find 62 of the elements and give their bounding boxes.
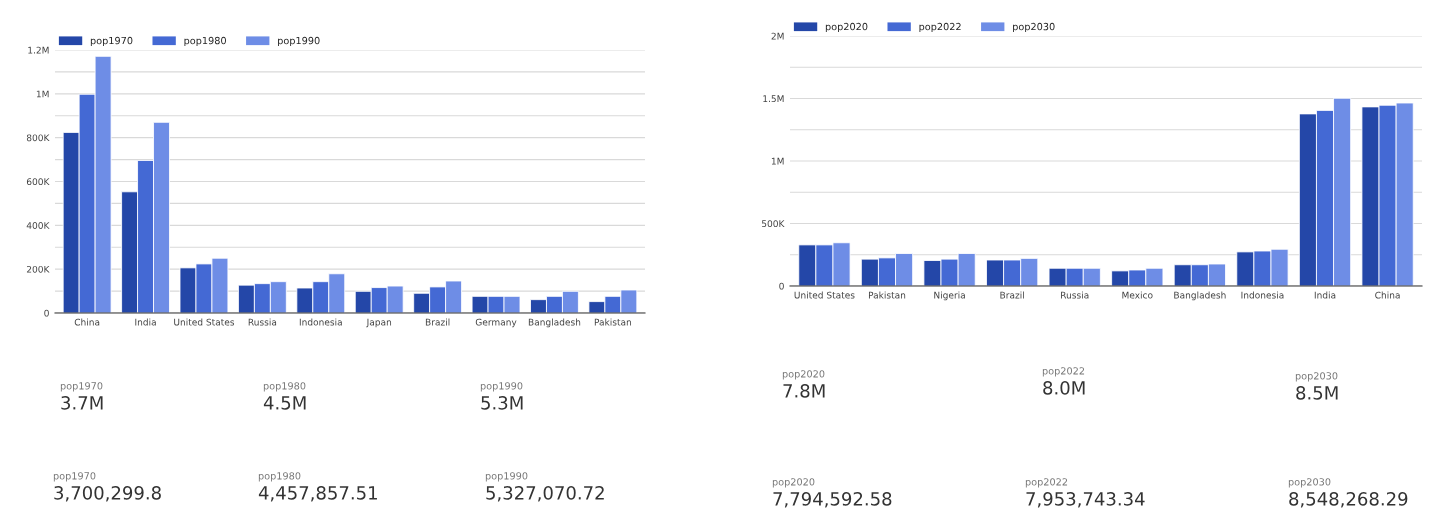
y-tick-label: 1M bbox=[771, 157, 784, 165]
text: 7,794,592.58 bbox=[773, 492, 892, 508]
y-tick-label: 2M bbox=[771, 32, 784, 40]
y-tick-label: 400K bbox=[26, 222, 50, 229]
y-tick-label: 1.5M bbox=[763, 95, 784, 103]
x-tick-label: Mexico bbox=[1122, 291, 1153, 299]
y-tick-label: 500K bbox=[761, 220, 785, 228]
x-tick-label: Japan bbox=[366, 318, 392, 328]
x-tick-label: Germany bbox=[475, 318, 517, 328]
text: 4.5M bbox=[263, 396, 306, 410]
legend-label: pop2030 bbox=[1013, 22, 1055, 33]
legend-label: pop2022 bbox=[919, 22, 961, 33]
text: 8.0M bbox=[1043, 381, 1085, 395]
x-tick-label: United States bbox=[174, 318, 235, 326]
text: pop1980 bbox=[263, 382, 306, 392]
text: 5,327,070.72 bbox=[486, 486, 604, 502]
text: pop2020 bbox=[772, 478, 815, 488]
text: pop2022 bbox=[1025, 478, 1068, 488]
text: pop2020 bbox=[782, 370, 825, 380]
x-tick-label: Brazil bbox=[425, 318, 450, 326]
y-tick-label: 1.2M bbox=[28, 46, 49, 54]
text: 4,457,857.51 bbox=[258, 486, 377, 502]
text: 5.3M bbox=[481, 396, 523, 410]
x-tick-label: Russia bbox=[1061, 291, 1089, 299]
x-tick-label: United States bbox=[794, 291, 855, 299]
x-tick-label: Pakistan bbox=[868, 291, 906, 299]
text: pop2022 bbox=[1042, 367, 1085, 377]
x-tick-label: India bbox=[135, 318, 156, 326]
text: 7,953,743.34 bbox=[1026, 492, 1145, 508]
y-tick-label: 0 bbox=[779, 282, 784, 290]
legend-label: pop1970 bbox=[90, 36, 133, 47]
text: pop2030 bbox=[1288, 478, 1331, 488]
text: 3,700,299.8 bbox=[54, 486, 161, 502]
y-tick-label: 200K bbox=[26, 265, 50, 273]
text: 8,548,268.29 bbox=[1289, 492, 1408, 508]
x-tick-label: Indonesia bbox=[299, 318, 342, 326]
text: 8.5M bbox=[1296, 386, 1338, 400]
x-tick-label: Pakistan bbox=[594, 318, 632, 326]
x-tick-label: Russia bbox=[248, 318, 277, 326]
legend-label: pop1980 bbox=[184, 36, 226, 47]
y-tick-label: 1M bbox=[36, 90, 49, 98]
y-tick-label: 0 bbox=[44, 309, 49, 317]
legend-label: pop1990 bbox=[278, 36, 320, 47]
x-tick-label: Indonesia bbox=[1241, 291, 1284, 299]
text: pop2030 bbox=[1295, 372, 1338, 382]
legend-label: pop2020 bbox=[825, 22, 868, 33]
x-tick-label: Bangladesh bbox=[1174, 291, 1226, 301]
text: 3.7M bbox=[61, 396, 103, 410]
x-tick-label: Brazil bbox=[1000, 291, 1024, 299]
x-tick-label: China bbox=[74, 318, 100, 326]
text: pop1990 bbox=[485, 472, 528, 482]
text: pop1970 bbox=[53, 472, 96, 482]
x-tick-label: China bbox=[1375, 291, 1400, 299]
y-tick-label: 800K bbox=[26, 134, 50, 142]
text: pop1970 bbox=[60, 382, 103, 392]
text: pop1990 bbox=[480, 382, 523, 392]
x-tick-label: Bangladesh bbox=[528, 318, 581, 328]
x-tick-label: Nigeria bbox=[934, 291, 965, 301]
text: 7.8M bbox=[783, 384, 825, 398]
y-tick-label: 600K bbox=[26, 178, 50, 186]
text: pop1980 bbox=[258, 472, 301, 482]
x-tick-label: India bbox=[1314, 291, 1336, 299]
